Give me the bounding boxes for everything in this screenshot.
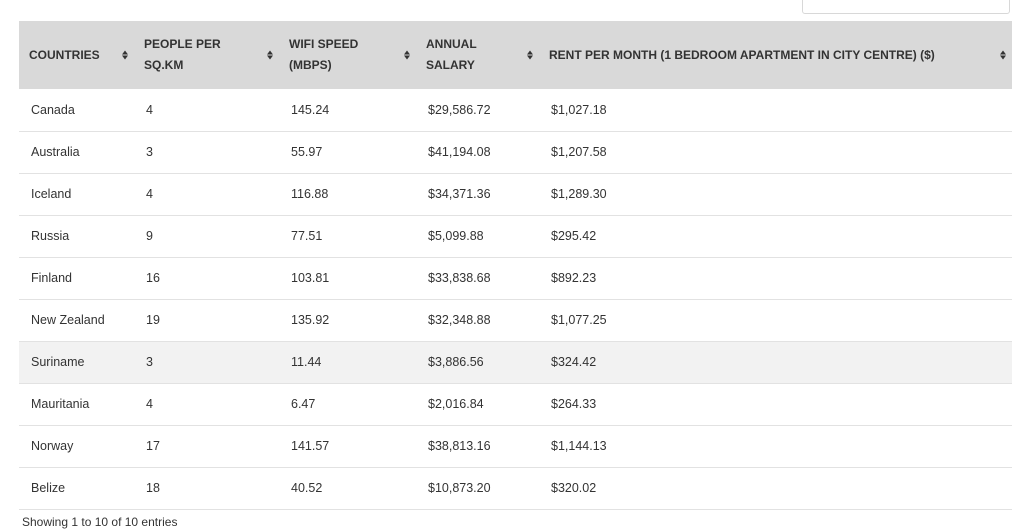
density-cell: 16 <box>146 271 160 285</box>
table-info: Showing 1 to 10 of 10 entries <box>22 515 178 529</box>
rent-cell: $295.42 <box>551 229 597 243</box>
density-cell: 19 <box>146 313 160 327</box>
salary-cell: $10,873.20 <box>428 481 491 495</box>
salary-cell: $34,371.36 <box>428 187 491 201</box>
wifi-speed-cell: 116.88 <box>291 187 329 201</box>
sort-icon[interactable] <box>122 50 128 60</box>
wifi-speed-cell: 40.52 <box>291 481 323 495</box>
wifi-speed-cell: 77.51 <box>291 229 323 243</box>
table-row: Mauritania 4 6.47 $2,016.84 $264.33 <box>19 383 1012 425</box>
salary-cell: $41,194.08 <box>428 145 491 159</box>
wifi-speed-cell: 103.81 <box>291 271 330 285</box>
table-row: Iceland 4 116.88 $34,371.36 $1,289.30 <box>19 173 1012 215</box>
column-header-label: PEOPLE PER SQ.KM <box>144 37 221 72</box>
rent-cell: $1,289.30 <box>551 187 607 201</box>
column-header-label: COUNTRIES <box>29 47 100 62</box>
table-row: Belize 18 40.52 $10,873.20 $320.02 <box>19 467 1012 509</box>
density-cell: 3 <box>146 355 153 369</box>
salary-cell: $3,886.56 <box>428 355 484 369</box>
country-cell: Australia <box>31 145 80 159</box>
country-cell: New Zealand <box>31 313 105 327</box>
column-header-label: RENT PER MONTH (1 BEDROOM APARTMENT IN C… <box>549 47 935 62</box>
table-row: Finland 16 103.81 $33,838.68 $892.23 <box>19 257 1012 299</box>
salary-cell: $32,348.88 <box>428 313 491 327</box>
wifi-speed-cell: 11.44 <box>291 355 322 369</box>
rent-cell: $264.33 <box>551 397 597 411</box>
column-header-countries[interactable]: COUNTRIES <box>19 21 134 89</box>
wifi-speed-cell: 145.24 <box>291 102 330 117</box>
column-header-label: WIFI SPEED (MBPS) <box>289 37 359 72</box>
table-row: New Zealand 19 135.92 $32,348.88 $1,077.25 <box>19 299 1012 341</box>
rent-cell: $1,207.58 <box>551 145 607 159</box>
column-header-label: ANNUAL SALARY <box>426 37 477 72</box>
rent-cell: $892.23 <box>551 271 597 285</box>
country-cell: Mauritania <box>31 397 90 411</box>
density-cell: 17 <box>146 439 160 453</box>
rent-cell: $320.02 <box>551 481 597 495</box>
country-cell: Suriname <box>31 355 85 369</box>
data-table: COUNTRIES PEOPLE PER SQ.KM WIFI SPEED (M… <box>19 21 1012 510</box>
column-header-wifi-speed[interactable]: WIFI SPEED (MBPS) <box>279 21 416 89</box>
country-cell: Russia <box>31 229 70 243</box>
wifi-speed-cell: 6.47 <box>291 397 316 411</box>
density-cell: 3 <box>146 145 153 159</box>
column-header-people-per-sqkm[interactable]: PEOPLE PER SQ.KM <box>134 21 279 89</box>
table-header-row: COUNTRIES PEOPLE PER SQ.KM WIFI SPEED (M… <box>19 21 1012 89</box>
salary-cell: $33,838.68 <box>428 271 491 285</box>
wifi-speed-cell: 55.97 <box>291 145 323 159</box>
density-cell: 9 <box>146 229 153 243</box>
salary-cell: $2,016.84 <box>428 397 484 411</box>
sort-icon[interactable] <box>527 50 533 60</box>
sort-icon[interactable] <box>1000 50 1006 60</box>
rent-cell: $1,144.13 <box>551 439 607 453</box>
salary-cell: $29,586.72 <box>428 102 491 117</box>
country-cell: Belize <box>31 481 66 495</box>
density-cell: 18 <box>146 481 160 495</box>
density-cell: 4 <box>146 102 153 117</box>
rent-cell: $1,077.25 <box>551 313 607 327</box>
column-header-annual-salary[interactable]: ANNUAL SALARY <box>416 21 539 89</box>
country-cell: Norway <box>31 439 74 453</box>
wifi-speed-cell: 141.57 <box>291 439 330 453</box>
table-row: Norway 17 141.57 $38,813.16 $1,144.13 <box>19 425 1012 467</box>
table-row: Russia 9 77.51 $5,099.88 $295.42 <box>19 215 1012 257</box>
country-cell: Canada <box>31 102 75 117</box>
salary-cell: $38,813.16 <box>428 439 491 453</box>
table-row: Canada 4 145.24 $29,586.72 $1,027.18 <box>19 89 1012 131</box>
density-cell: 4 <box>146 397 153 411</box>
density-cell: 4 <box>146 187 153 201</box>
table-row: Suriname 3 11.44 $3,886.56 $324.42 <box>19 341 1012 383</box>
search-input[interactable] <box>802 0 1010 14</box>
column-header-rent-per-month[interactable]: RENT PER MONTH (1 BEDROOM APARTMENT IN C… <box>539 21 1012 89</box>
wifi-speed-cell: 135.92 <box>291 313 330 327</box>
salary-cell: $5,099.88 <box>428 229 484 243</box>
sort-icon[interactable] <box>267 50 273 60</box>
table-row: Australia 3 55.97 $41,194.08 $1,207.58 <box>19 131 1012 173</box>
sort-icon[interactable] <box>404 50 410 60</box>
country-cell: Finland <box>31 271 72 285</box>
rent-cell: $324.42 <box>551 355 597 369</box>
country-cell: Iceland <box>31 187 72 201</box>
rent-cell: $1,027.18 <box>551 102 607 117</box>
